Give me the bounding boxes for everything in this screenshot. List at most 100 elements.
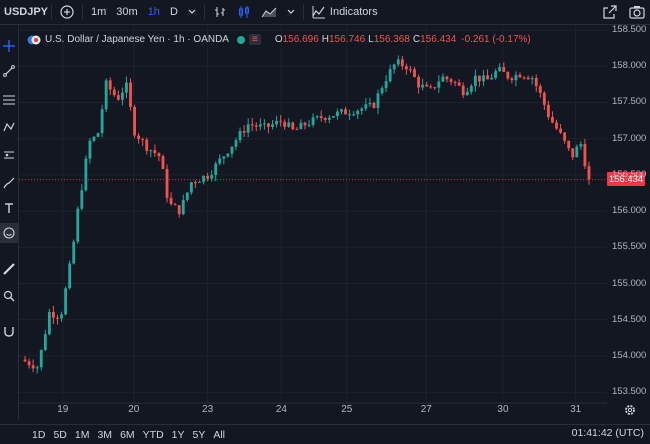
fib-tool[interactable] <box>0 90 18 110</box>
candle <box>68 263 72 289</box>
interval-label: 1m <box>91 6 107 18</box>
pattern-tool[interactable] <box>0 117 18 137</box>
candle <box>242 131 246 133</box>
text-icon <box>5 203 13 213</box>
interval-1m[interactable]: 1m <box>86 0 111 24</box>
candle <box>230 146 234 154</box>
chart-legend: U.S. Dollar / Japanese Yen · 1h · OANDA … <box>27 34 531 45</box>
high-value: H156.746 <box>321 34 366 45</box>
pattern-icon <box>3 122 15 132</box>
icon-tool[interactable] <box>0 223 18 243</box>
candle <box>125 82 128 93</box>
candle <box>445 76 449 80</box>
candle <box>384 81 388 89</box>
candle <box>279 120 283 122</box>
candle <box>116 95 120 100</box>
legend-menu-icon[interactable]: ≡ <box>248 34 261 45</box>
text-tool[interactable] <box>0 198 18 218</box>
candle <box>307 124 311 126</box>
ruler-tool[interactable] <box>0 259 18 279</box>
candle <box>587 166 591 180</box>
candle <box>563 132 567 141</box>
flag-icon <box>27 35 41 44</box>
candle <box>112 89 116 96</box>
indicators-button[interactable]: Indicators <box>307 0 383 24</box>
candle <box>104 80 108 110</box>
candle <box>478 75 481 82</box>
candle <box>80 190 84 209</box>
interval-label: 30m <box>116 6 138 18</box>
toolbar-divider <box>203 4 205 20</box>
trend-line-tool[interactable] <box>0 61 18 81</box>
candle <box>457 82 461 86</box>
range-5d[interactable]: 5D <box>53 428 67 441</box>
candle <box>35 367 39 369</box>
candle <box>575 146 579 158</box>
candle <box>303 122 307 126</box>
candle <box>129 82 132 107</box>
forecast-icon <box>4 151 14 159</box>
candle <box>238 131 242 141</box>
interval-dropdown[interactable] <box>183 0 201 24</box>
range-ytd[interactable]: YTD <box>142 428 164 441</box>
y-tick-label: 156.500 <box>612 168 647 180</box>
range-1y[interactable]: 1Y <box>171 428 185 441</box>
add-symbol-button[interactable] <box>55 0 79 24</box>
drawing-toolbar <box>0 25 19 419</box>
zoom-tool[interactable] <box>0 286 18 306</box>
candle <box>555 122 558 129</box>
candle <box>323 118 327 120</box>
candle <box>295 129 299 131</box>
prediction-tool[interactable] <box>0 145 18 165</box>
candle <box>234 140 238 147</box>
candle <box>267 123 270 127</box>
candle <box>465 91 469 96</box>
candle <box>579 144 583 147</box>
candle <box>441 76 445 82</box>
crosshair-tool[interactable] <box>0 36 18 56</box>
open-value: O156.696 <box>274 34 319 45</box>
bar-replay-button[interactable] <box>208 0 232 24</box>
candle <box>429 86 433 88</box>
candle <box>571 148 575 158</box>
candle <box>388 69 392 82</box>
interval-30m[interactable]: 30m <box>111 0 142 24</box>
range-1m[interactable]: 1M <box>74 428 90 441</box>
interval-d[interactable]: D <box>165 0 183 24</box>
magnet-tool[interactable] <box>0 321 18 341</box>
candle <box>72 241 76 264</box>
candle <box>218 158 222 164</box>
fullscreen-button[interactable] <box>598 0 624 24</box>
candle <box>380 88 384 94</box>
candle <box>100 109 104 134</box>
range-1d[interactable]: 1D <box>32 428 46 441</box>
y-tick-label: 155.500 <box>612 241 647 253</box>
brush-tool[interactable] <box>0 173 18 193</box>
x-tick-label: 25 <box>341 404 353 415</box>
candle <box>331 116 335 118</box>
range-3m[interactable]: 3M <box>97 428 113 441</box>
candle <box>120 92 124 100</box>
candle <box>287 122 291 127</box>
symbol-search-button[interactable]: USDJPY <box>0 0 48 24</box>
candle <box>461 85 465 96</box>
chart-type-area-button[interactable] <box>256 0 282 24</box>
clock-timezone[interactable]: 01:41:42 (UTC) <box>571 427 644 439</box>
range-5y[interactable]: 5Y <box>192 428 206 441</box>
y-tick-label: 157.000 <box>612 132 647 144</box>
interval-1h[interactable]: 1h <box>143 0 165 24</box>
candle <box>392 64 396 70</box>
price-chart[interactable] <box>19 25 607 419</box>
magnet-icon <box>4 327 14 337</box>
range-6m[interactable]: 6M <box>120 428 135 441</box>
candle <box>250 124 254 126</box>
chart-type-dropdown[interactable] <box>282 0 300 24</box>
range-all[interactable]: All <box>213 428 226 441</box>
candle <box>311 117 315 125</box>
last-price-label: 156.434 <box>607 172 645 186</box>
chart-type-candles-button[interactable] <box>232 0 256 24</box>
candle <box>206 175 210 179</box>
chart-settings-button[interactable] <box>624 403 638 417</box>
screenshot-button[interactable] <box>624 0 650 24</box>
candle <box>189 182 193 193</box>
